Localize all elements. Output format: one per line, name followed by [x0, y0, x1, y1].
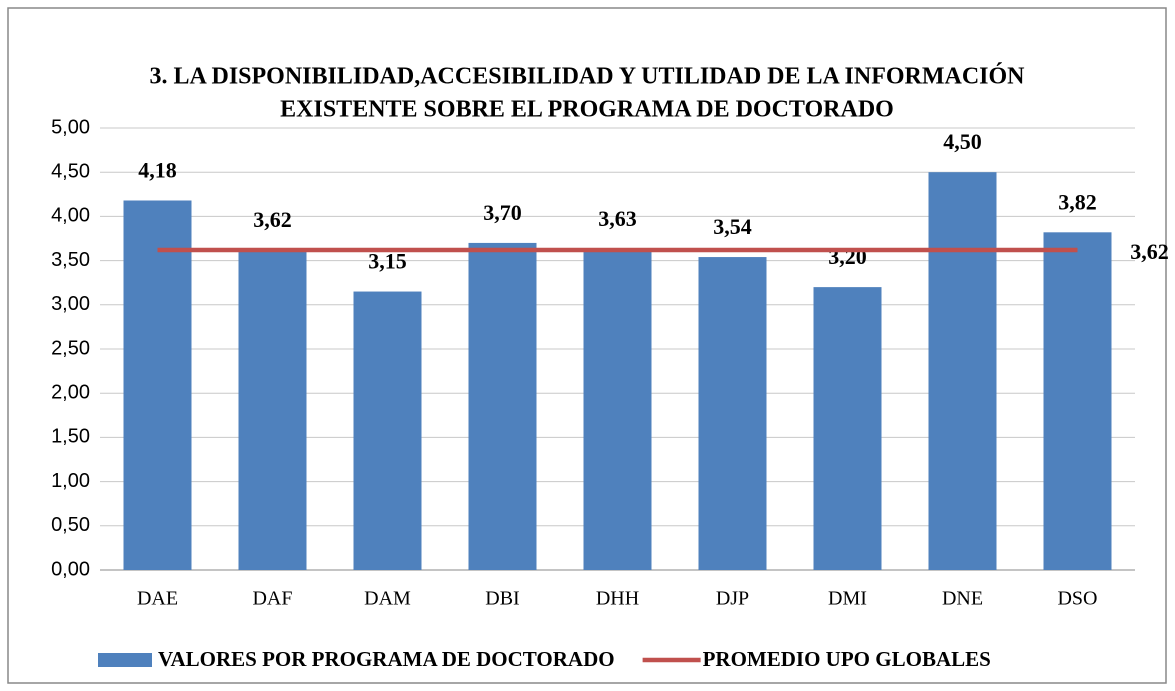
data-label: 3,70: [483, 200, 522, 225]
data-label: 3,62: [253, 207, 292, 232]
bar: [238, 249, 307, 570]
chart-title: 3. LA DISPONIBILIDAD,ACCESIBILIDAD Y UTI…: [149, 63, 1025, 90]
bar: [813, 287, 882, 570]
x-tick-label: DJP: [716, 588, 749, 610]
bar: [353, 291, 422, 570]
data-label: 4,50: [943, 129, 982, 154]
y-tick-label: 0,50: [51, 514, 90, 536]
data-label: 3,54: [713, 214, 752, 239]
y-tick-label: 4,50: [51, 160, 90, 182]
x-tick-label: DHH: [596, 588, 639, 610]
legend-label: VALORES POR PROGRAMA DE DOCTORADO: [158, 647, 615, 671]
x-tick-label: DBI: [485, 588, 519, 610]
bar: [698, 257, 767, 570]
legend-label: PROMEDIO UPO GLOBALES: [703, 647, 991, 671]
data-label: 4,18: [138, 158, 177, 183]
y-tick-label: 3,00: [51, 293, 90, 315]
y-tick-label: 0,00: [51, 558, 90, 580]
bar: [1043, 232, 1112, 570]
data-label: 3,15: [368, 249, 407, 274]
y-tick-label: 5,00: [51, 116, 90, 138]
x-tick-label: DNE: [942, 588, 983, 610]
y-tick-label: 2,00: [51, 381, 90, 403]
data-label: 3,62: [1130, 239, 1169, 264]
y-tick-label: 1,50: [51, 426, 90, 448]
data-label: 3,63: [598, 206, 637, 231]
x-tick-label: DAE: [137, 588, 178, 610]
x-tick-label: DAF: [252, 588, 292, 610]
y-tick-label: 3,50: [51, 249, 90, 271]
y-tick-label: 1,00: [51, 470, 90, 492]
bar: [123, 200, 192, 570]
x-tick-label: DAM: [364, 588, 411, 610]
bar: [928, 172, 997, 570]
bar: [583, 249, 652, 570]
legend-swatch: [98, 653, 152, 667]
x-tick-label: DMI: [828, 588, 867, 610]
chart-title: EXISTENTE SOBRE EL PROGRAMA DE DOCTORADO: [280, 97, 894, 123]
x-tick-label: DSO: [1057, 588, 1097, 610]
data-label: 3,82: [1058, 189, 1097, 214]
y-tick-label: 4,00: [51, 205, 90, 227]
bar: [468, 242, 537, 571]
y-tick-label: 2,50: [51, 337, 90, 359]
